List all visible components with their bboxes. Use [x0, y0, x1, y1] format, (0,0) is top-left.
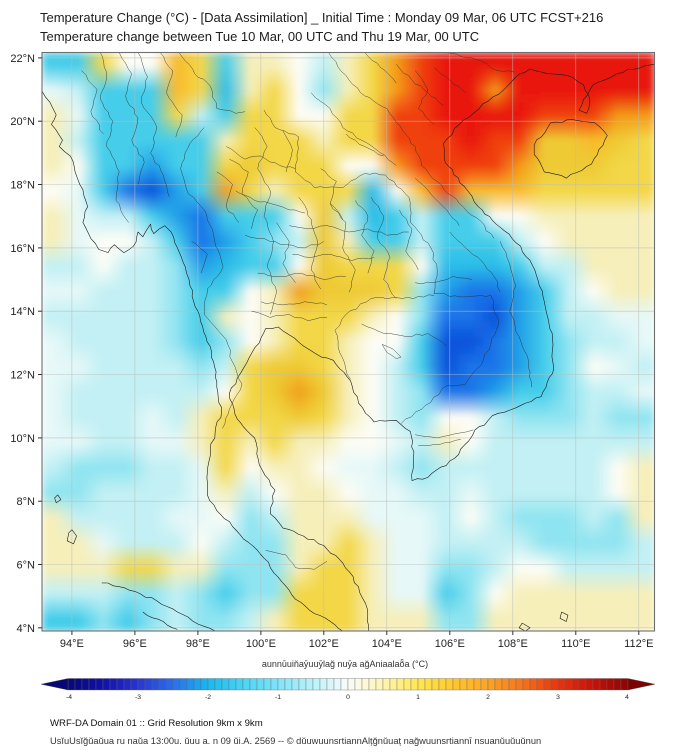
svg-text:Temperature Change (°C) - [Dat: Temperature Change (°C) - [Data Assimila…: [40, 10, 603, 25]
svg-text:Temperature change between Tue: Temperature change between Tue 10 Mar, 0…: [40, 29, 479, 44]
